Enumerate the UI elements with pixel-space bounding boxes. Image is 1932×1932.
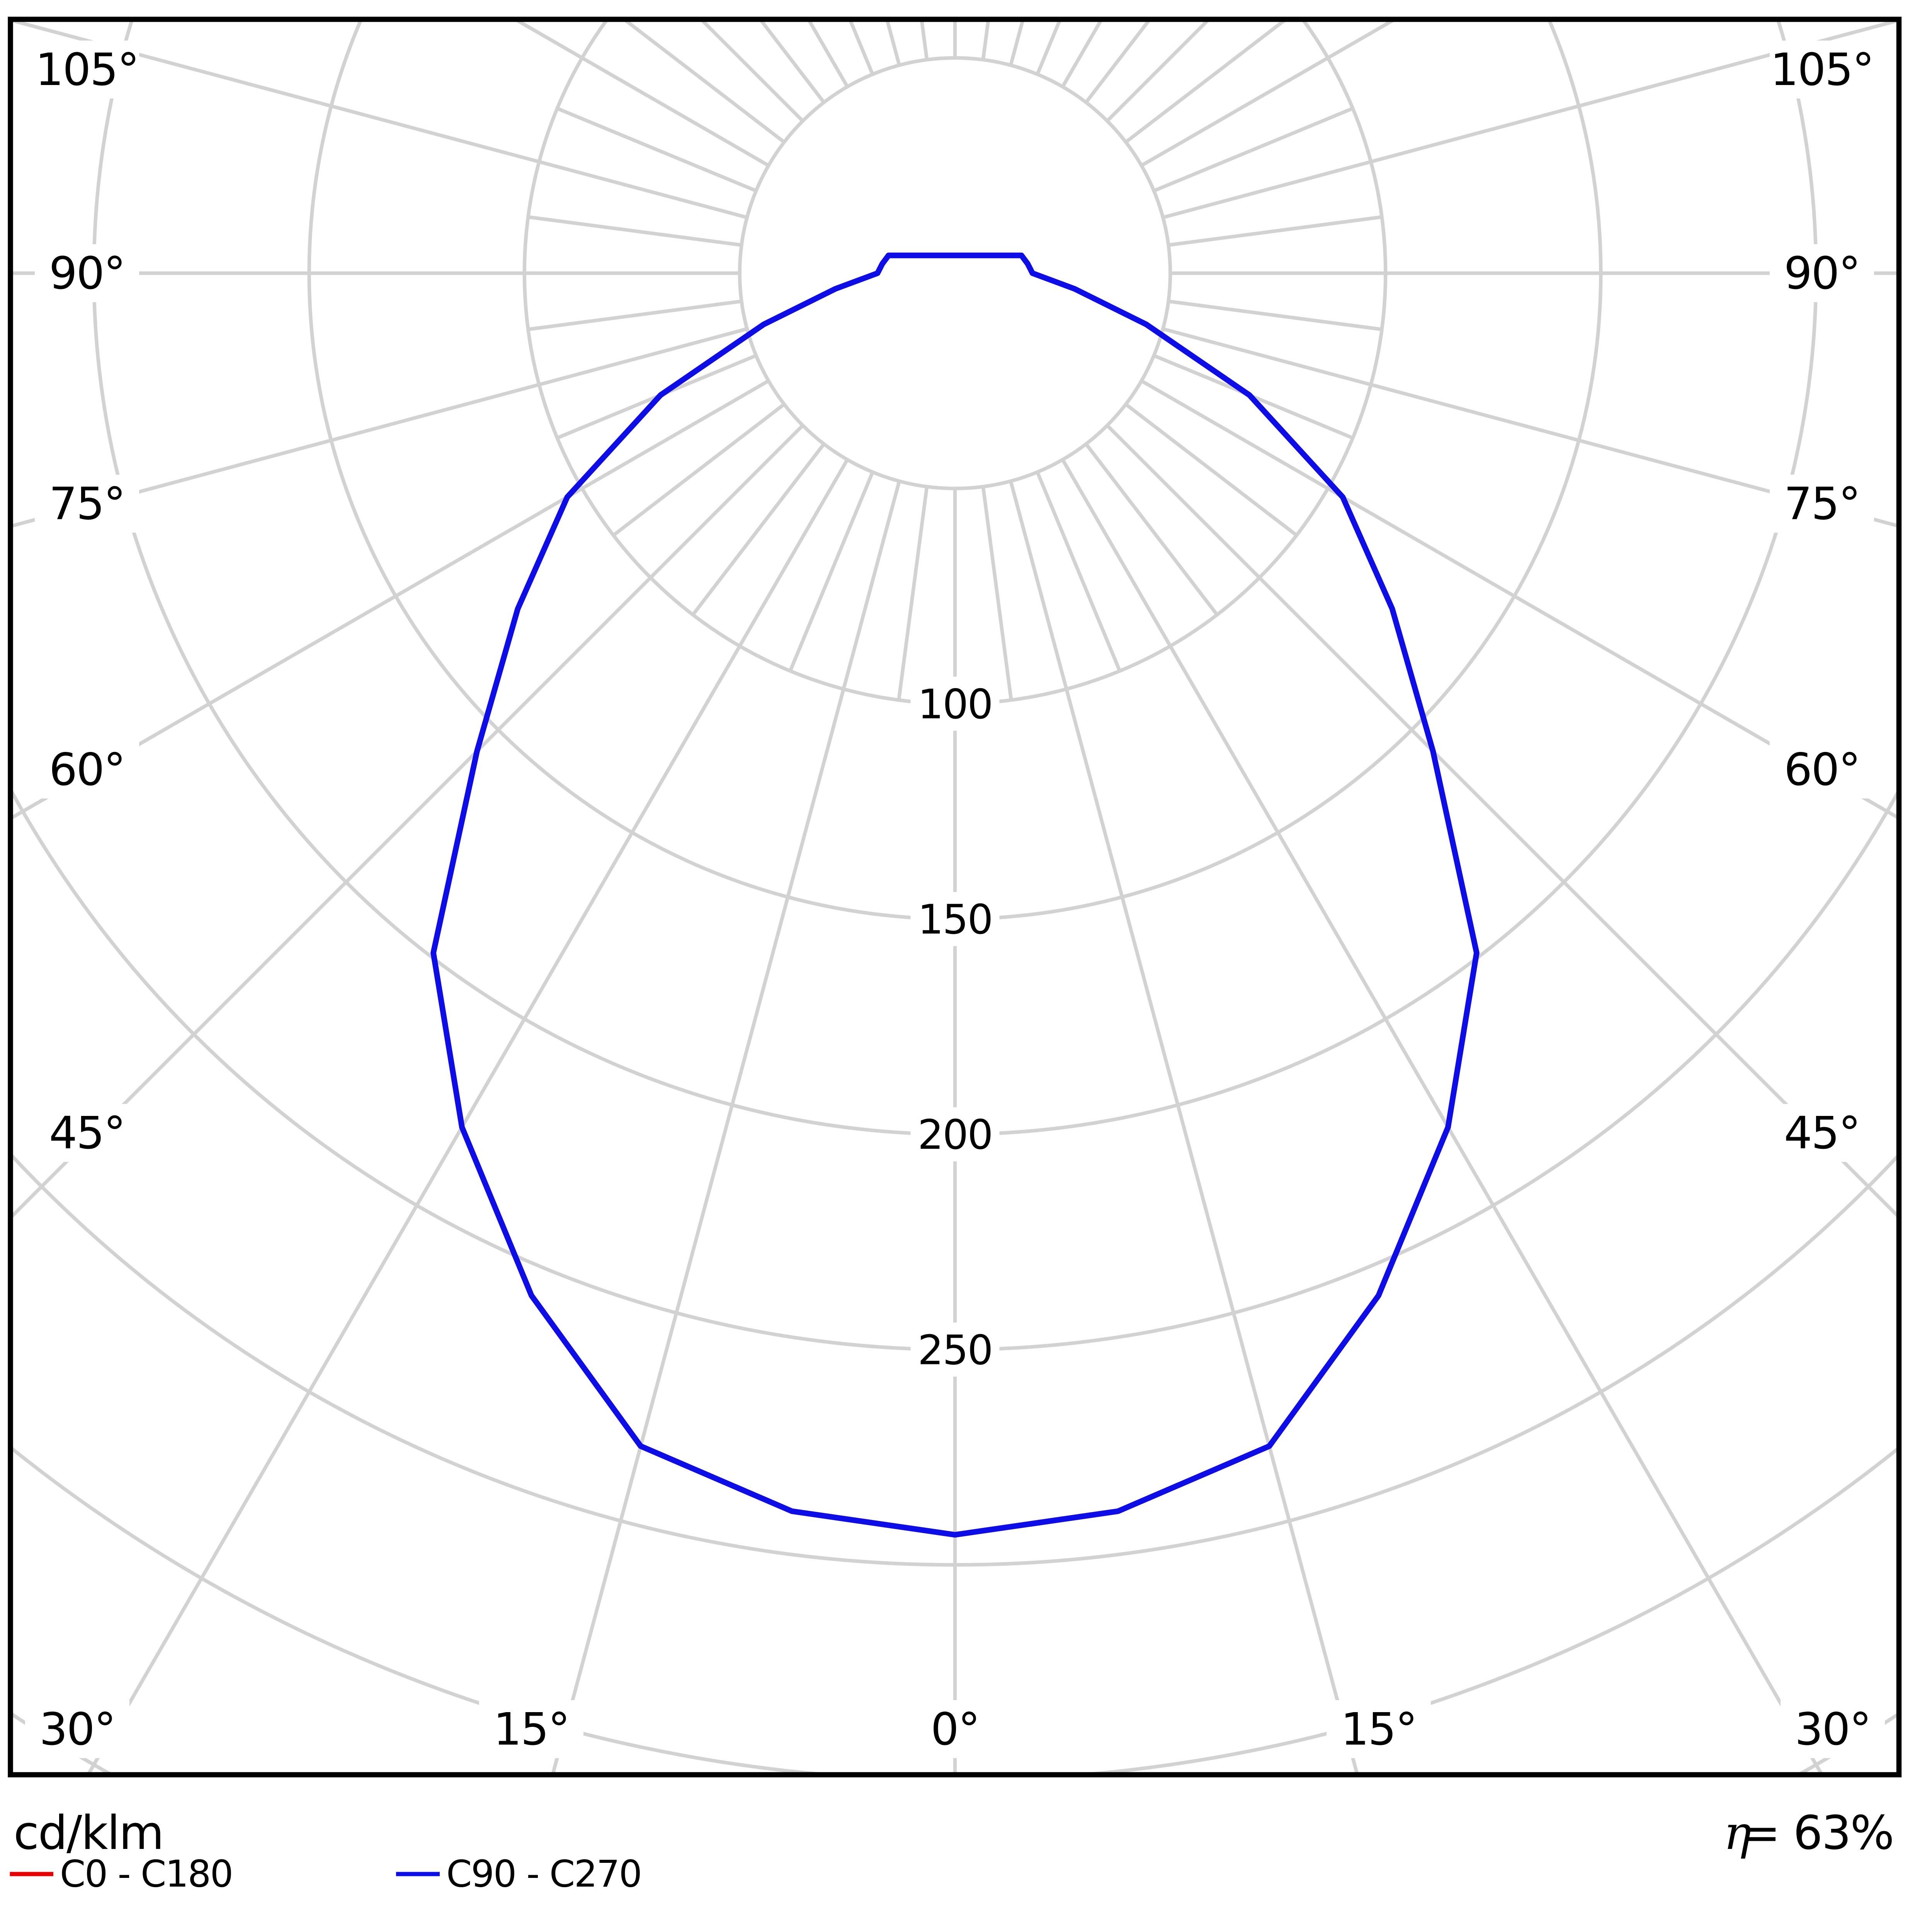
grid-spoke-minor-232.5 <box>1124 19 1289 144</box>
grid-spoke-minor-127.5 <box>621 19 786 144</box>
intensity-curves <box>430 252 1480 1538</box>
angle-label-bottom-2-box <box>903 1700 1007 1758</box>
angle-label-bottom-1: 15° <box>493 1704 569 1755</box>
angle-label-left-105: 105° <box>36 44 139 96</box>
unit-label: cd/klm <box>14 1806 163 1860</box>
grid-spoke-minor-37.5 <box>691 443 825 616</box>
grid-spoke-minor-322.5 <box>1085 443 1219 616</box>
grid-spoke-major-330 <box>1061 459 1824 1775</box>
grid-spoke-major-75 <box>10 327 748 528</box>
angle-label-bottom-1-box <box>479 1700 583 1758</box>
angle-label-left-75-box <box>35 474 139 533</box>
grid-spoke-major-45 <box>10 424 804 1221</box>
grid-spoke-minor-217.5 <box>1085 19 1152 104</box>
legend-label-c90-c270: C90 - C270 <box>446 1853 641 1896</box>
efficiency-symbol: η <box>1724 1806 1751 1860</box>
plot-border <box>8 17 1902 1777</box>
angle-label-right-45-box <box>1770 1104 1874 1162</box>
angle-label-left-90-box <box>35 244 139 302</box>
angle-label-bottom-2: 0° <box>931 1704 980 1755</box>
angle-label-bottom-3-box <box>1327 1700 1431 1758</box>
radial-label-box-250 <box>910 1322 1000 1377</box>
radial-tick-label-250: 250 <box>918 1327 992 1374</box>
angle-label-bottom-4-box <box>1781 1700 1885 1758</box>
grid-spoke-major-255 <box>1162 19 1899 219</box>
angle-label-right-60-box <box>1770 740 1874 799</box>
grid-spoke-major-15 <box>551 480 901 1775</box>
angle-label-bottom-0: 30° <box>39 1704 115 1755</box>
radial-label-box-150 <box>910 892 1000 946</box>
angle-label-right-105: 105° <box>1770 44 1874 96</box>
grid-spoke-minor-262.5 <box>1168 215 1382 247</box>
grid-spoke-minor-112.5 <box>556 107 757 193</box>
grid-spoke-minor-22.5 <box>788 471 874 672</box>
grid-spoke-minor-7.5 <box>897 486 929 701</box>
angle-label-bottom-4: 30° <box>1795 1704 1871 1755</box>
angle-label-right-45: 45° <box>1784 1107 1860 1159</box>
angle-label-left-105-box <box>35 41 139 99</box>
angle-label-left-75: 75° <box>49 478 125 530</box>
radial-tick-label-100: 100 <box>918 681 992 728</box>
angle-label-right-105-box <box>1770 41 1874 99</box>
grid-spoke-major-285 <box>1162 327 1899 528</box>
angle-tick-labels: 105° 90° 75° 60° 45° 105° 90° 75° 60° 45° 30° 15° 0°… <box>25 41 1885 1758</box>
angle-label-right-90-box <box>1770 244 1874 302</box>
angle-label-left-60: 60° <box>49 744 125 796</box>
grid-spoke-minor-247.5 <box>1153 107 1354 193</box>
angle-label-left-60-box <box>35 740 139 799</box>
grid-spoke-minor-187.5 <box>981 19 990 60</box>
angle-label-right-90: 90° <box>1784 248 1860 299</box>
legend: C0 - C180 C90 - C270 <box>10 1853 642 1896</box>
grid-spoke-minor-337.5 <box>1036 471 1122 672</box>
legend-label-c0-c180: C0 - C180 <box>60 1853 233 1896</box>
radial-tick-label-200: 200 <box>918 1111 992 1158</box>
grid-spoke-major-60 <box>10 379 770 821</box>
angle-label-bottom-3: 15° <box>1341 1704 1417 1755</box>
grid-spoke-minor-142.5 <box>758 19 825 104</box>
curve-C90-C270 <box>430 252 1480 1538</box>
efficiency-value: = 63% <box>1742 1806 1893 1860</box>
grid-spoke-major-105 <box>10 19 748 219</box>
grid-spoke-minor-82.5 <box>528 299 742 332</box>
radial-tick-labels: 100 150 200 250 <box>910 677 1000 1377</box>
grid-spoke-major-300 <box>1140 379 1899 820</box>
grid-spoke-minor-202.5 <box>1036 19 1062 75</box>
grid-spoke-minor-52.5 <box>612 403 786 537</box>
grid-spoke-major-345 <box>1009 480 1359 1775</box>
grid-spoke-major-30 <box>86 459 849 1775</box>
grid-spoke-major-315 <box>1106 424 1899 1220</box>
angle-label-left-90: 90° <box>49 248 125 299</box>
angle-label-right-60: 60° <box>1784 744 1860 796</box>
grid-spoke-minor-277.5 <box>1168 299 1382 332</box>
grid-spoke-minor-97.5 <box>528 215 742 247</box>
angle-label-left-45-box <box>35 1104 139 1162</box>
radial-label-box-100 <box>910 677 1000 731</box>
grid-spoke-minor-157.5 <box>848 19 874 75</box>
grid-spoke-minor-352.5 <box>981 486 1013 701</box>
grid-spoke-minor-307.5 <box>1124 403 1298 537</box>
angle-label-left-45: 45° <box>49 1107 125 1159</box>
radial-label-box-200 <box>910 1107 1000 1162</box>
angle-label-right-75-box <box>1770 474 1874 533</box>
grid-spoke-minor-172.5 <box>920 19 929 60</box>
angle-label-bottom-0-box <box>25 1700 129 1758</box>
radial-tick-label-150: 150 <box>918 896 992 943</box>
angle-label-right-75: 75° <box>1784 478 1860 530</box>
